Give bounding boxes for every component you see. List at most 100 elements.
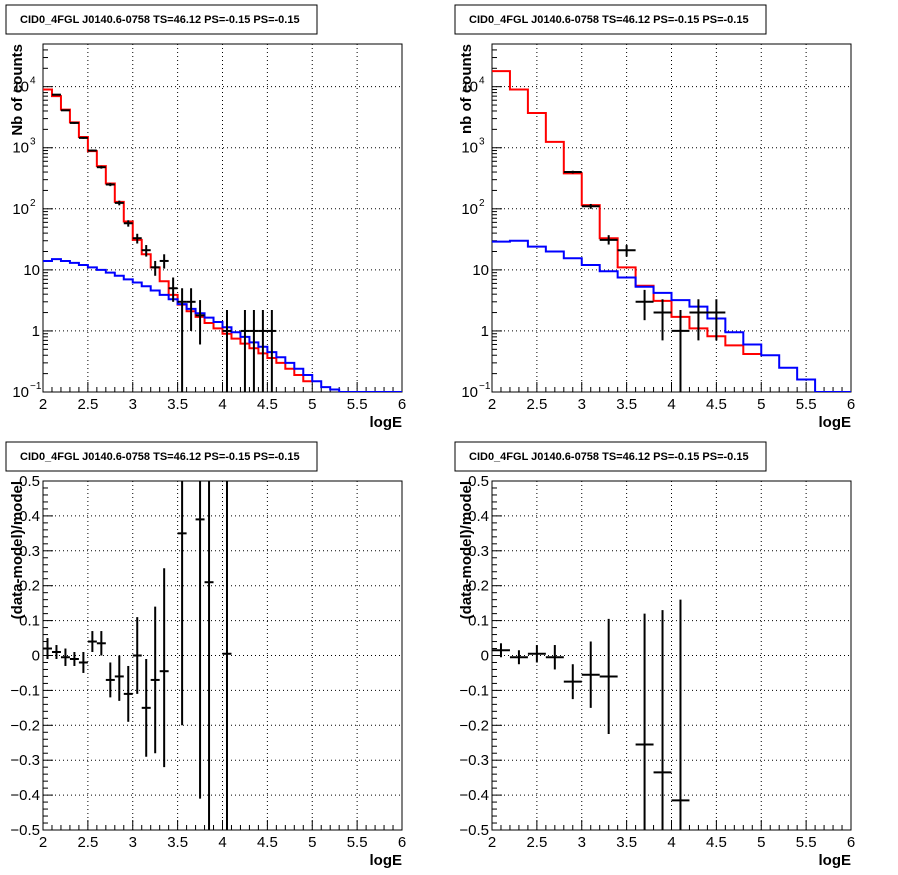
data-point [671, 310, 690, 392]
y-tick-label: 0.5 [468, 473, 489, 490]
y-tick-label: −0.2 [459, 717, 489, 734]
grid [43, 481, 402, 830]
data-point [69, 121, 79, 124]
x-tick-label: 4 [667, 396, 675, 413]
data-point [141, 658, 151, 757]
data-point [240, 310, 250, 392]
grid [43, 44, 402, 392]
y-tick-label-exponent: 2 [30, 198, 36, 209]
title-frame [454, 441, 767, 472]
data-point [267, 310, 277, 392]
x-tick-label: 3.5 [616, 396, 637, 413]
y-tick-label: 0 [481, 648, 489, 665]
data-point [150, 260, 160, 276]
y-tick-label: −0.5 [459, 822, 489, 839]
data-point [671, 599, 690, 830]
chart-title-box: CID0_4FGL J0140.6-0758 TS=46.12 PS=-0.15… [5, 441, 318, 472]
x-tick-label: 2.5 [77, 834, 98, 851]
data-point [186, 288, 196, 331]
data-point [599, 618, 618, 735]
y-tick-label: −0.1 [10, 682, 40, 699]
data-point [43, 638, 52, 659]
data-point [123, 220, 133, 227]
x-tick-label: 5.5 [347, 834, 368, 851]
x-tick-label: 6 [398, 834, 406, 851]
x-axis: 2 2.5 3 3.5 4 4.5 5 5.5 6 [39, 382, 406, 413]
y-tick-label: 0.1 [468, 613, 489, 630]
y-tick-label: −0.5 [10, 822, 40, 839]
data-point [689, 299, 708, 341]
data-point [204, 481, 214, 830]
x-tick-label: 5.5 [347, 396, 368, 413]
data-point [222, 481, 232, 830]
background-model-line [43, 258, 402, 392]
x-tick-label: 2.5 [77, 396, 98, 413]
data-point [222, 310, 232, 392]
x-tick-label: 5 [308, 396, 316, 413]
data-point [132, 233, 142, 244]
chart-bl: 2 2.5 3 3.5 4 4.5 5 5.5 6logE−0.5−0.4−0.3−0.2−0.… [5, 441, 406, 869]
data-point [96, 631, 106, 656]
y-tick-label: −0.2 [10, 717, 40, 734]
x-tick-label: 3 [129, 834, 137, 851]
grid [492, 481, 851, 830]
data-point [509, 650, 528, 665]
data-point [195, 481, 205, 799]
y-tick-label: 10 [472, 262, 489, 279]
x-tick-label: 2 [488, 834, 496, 851]
x-axis-title: logE [819, 414, 852, 431]
x-tick-label: 5 [757, 396, 765, 413]
x-tick-label: 6 [847, 396, 855, 413]
data-point [653, 610, 672, 830]
y-tick-label: 0.5 [19, 473, 40, 490]
data-point [51, 645, 61, 659]
data-point [195, 300, 205, 345]
x-tick-label: 2 [39, 834, 47, 851]
y-tick-label: 0.3 [19, 543, 40, 560]
y-axis-title: Nb of counts [9, 44, 26, 136]
y-tick-label: 10 [12, 79, 29, 96]
x-tick-label: 3 [129, 396, 137, 413]
y-tick-label: 0.1 [19, 613, 40, 630]
data-point [114, 200, 124, 206]
y-tick-label: −0.4 [10, 787, 40, 804]
chart-title: CID0_4FGL J0140.6-0758 TS=46.12 PS=-0.15… [20, 451, 300, 463]
data-area [43, 481, 232, 830]
x-tick-label: 5.5 [796, 396, 817, 413]
data-point [581, 641, 600, 708]
x-tick-label: 2.5 [526, 834, 547, 851]
y-tick-label: 0.4 [468, 508, 489, 525]
data-point [563, 170, 582, 174]
data-point [60, 109, 70, 112]
data-point [492, 643, 510, 658]
data-point [249, 310, 259, 392]
x-axis: 2 2.5 3 3.5 4 4.5 5 5.5 6 [488, 820, 855, 851]
y-tick-label: 10 [23, 262, 40, 279]
data-point [123, 665, 133, 722]
chart-title-box: CID0_4FGL J0140.6-0758 TS=46.12 PS=-0.15… [454, 441, 767, 472]
x-tick-label: 2.5 [526, 396, 547, 413]
y-tick-label-exponent: 4 [30, 76, 36, 87]
data-point [159, 568, 169, 768]
y-tick-label: 10 [12, 201, 29, 218]
x-tick-label: 6 [847, 834, 855, 851]
data-point [653, 299, 672, 341]
y-tick-label: −0.4 [459, 787, 489, 804]
y-tick-label: 10 [461, 201, 478, 218]
data-point [105, 662, 115, 698]
y-axis-title: (data-model)/model [458, 481, 475, 619]
y-axis-title: nb of counts [458, 44, 475, 134]
data-point [96, 165, 106, 169]
chart-title: CID0_4FGL J0140.6-0758 TS=46.12 PS=-0.15… [469, 451, 749, 463]
data-point [69, 652, 79, 666]
x-tick-label: 4.5 [706, 396, 727, 413]
y-tick-label: 10 [461, 140, 478, 157]
data-area [492, 70, 851, 392]
data-point [599, 235, 618, 245]
x-tick-label: 5.5 [796, 834, 817, 851]
x-tick-label: 2 [488, 396, 496, 413]
data-point [617, 245, 636, 257]
